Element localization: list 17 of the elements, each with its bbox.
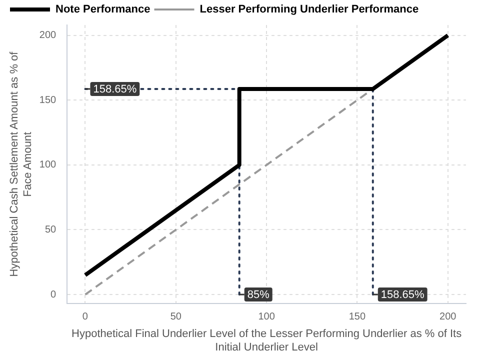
x-tick-label: 100 <box>258 311 276 322</box>
y-tick-label: 100 <box>39 160 57 171</box>
annotation: 85% <box>247 289 270 302</box>
y-tick-label: 150 <box>39 94 57 106</box>
legend-label: Lesser Performing Underlier Performance <box>200 4 419 16</box>
x-axis-title: Hypothetical Final Underlier Level of the Lesser Performing Underlier as % of Its Initial Underlier Level <box>72 328 462 354</box>
x-tick-label: 0 <box>82 311 88 322</box>
y-tick-label: 50 <box>44 224 57 236</box>
y-tick-label: 0 <box>50 289 57 300</box>
x-tick-label: 200 <box>440 311 457 322</box>
annotation: 158.65% <box>380 289 425 302</box>
x-tick-label: 50 <box>170 311 182 322</box>
annotation: 158.65% <box>93 83 137 96</box>
x-tick-label: 150 <box>348 311 366 322</box>
y-axis-title: Hypothetical Cash Settlement Amount as % of Face Amount <box>8 50 34 277</box>
legend-label: Note Performance <box>56 4 150 16</box>
y-tick-label: 200 <box>39 30 57 42</box>
